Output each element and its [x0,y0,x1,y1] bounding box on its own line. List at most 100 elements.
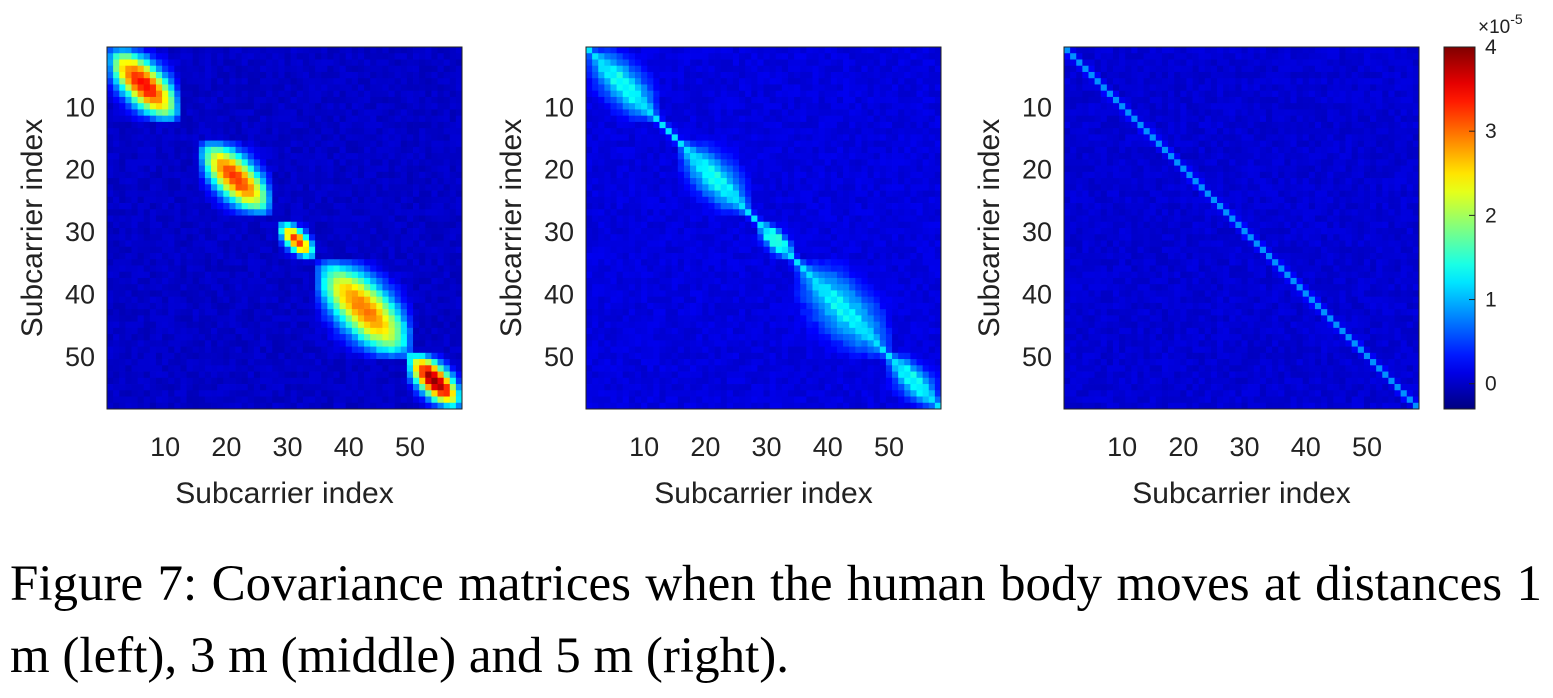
heatmap-cell [290,190,298,198]
heatmap-cell [751,146,758,154]
heatmap-cell [364,90,371,98]
heatmap-cell [327,184,334,191]
heatmap-cell [388,140,396,148]
heatmap-cell [333,377,340,385]
heatmap-cell [315,159,322,166]
heatmap-cell [333,259,340,266]
heatmap-cell [113,209,120,216]
heatmap-cell [155,115,163,123]
heatmap-cell [321,290,328,298]
heatmap-cell [345,209,353,216]
heatmap-cell [904,109,911,117]
heatmap-cell [836,196,844,204]
heatmap-cell [400,84,408,92]
heatmap-cell [266,321,273,329]
heatmap-cell [824,203,832,210]
heatmap-cell [327,302,334,310]
heatmap-cell [382,203,389,210]
heatmap-cell [794,165,801,173]
heatmap-cell [333,209,340,216]
heatmap-cell [732,103,740,110]
heatmap-cell [745,178,752,185]
heatmap-cell [898,178,905,185]
heatmap-cell [916,196,924,204]
heatmap-cell [345,327,353,335]
heatmap-cell [892,84,899,92]
heatmap-cell [892,134,899,142]
heatmap-cell [431,53,438,60]
heatmap-cell [345,390,353,397]
heatmap-cell [113,402,120,410]
heatmap-cell [726,209,734,216]
heatmap-cell [873,165,881,173]
heatmap-cell [653,190,660,198]
heatmap-cell [186,190,194,198]
heatmap-cell [143,71,151,79]
heatmap-cell [241,96,249,104]
heatmap-cell [751,115,758,123]
heatmap-cell [223,128,230,135]
heatmap-cell [867,196,875,204]
heatmap-cell [247,259,255,266]
heatmap-cell [333,165,340,173]
heatmap-cell [266,90,273,98]
heatmap-cell [137,327,145,335]
heatmap-cell [241,265,249,273]
heatmap-cell [278,90,285,98]
heatmap-cell [351,171,359,179]
heatmap-cell [284,115,292,123]
heatmap-cell [119,196,126,204]
heatmap-cell [290,352,298,360]
heatmap-cell [339,277,347,285]
heatmap-cell [824,84,832,92]
heatmap-cell [714,184,722,191]
heatmap-cell [186,215,194,223]
heatmap-cell [830,59,838,67]
heatmap-cell [431,128,438,135]
heatmap-cell [437,190,445,198]
heatmap-cell [720,134,728,142]
heatmap-cell [898,153,905,160]
heatmap-cell [849,184,856,191]
heatmap-cell [400,171,408,179]
heatmap-cell [922,53,930,60]
heatmap-cell [388,252,396,260]
heatmap-cell [229,178,236,185]
heatmap-cell [113,246,120,254]
heatmap-cell [217,103,224,110]
heatmap-cell [413,302,420,310]
heatmap-cell [272,146,279,154]
heatmap-cell [204,146,212,154]
heatmap-cell [296,377,304,385]
heatmap-cell [437,165,445,173]
heatmap-cell [107,178,114,185]
heatmap-cell [357,396,365,404]
heatmap-cell [928,65,936,73]
heatmap-cell [162,165,169,173]
heatmap-cell [315,146,322,154]
heatmap-cell [885,71,893,79]
heatmap-cell [671,196,679,204]
heatmap-cell [278,352,285,360]
heatmap-cell [149,290,157,298]
heatmap-cell [333,365,340,372]
heatmap-cell [818,153,826,160]
heatmap-cell [155,140,163,148]
heatmap-cell [198,84,206,92]
heatmap-cell [253,165,261,173]
heatmap-cell [388,352,396,360]
heatmap-cell [241,209,249,216]
heatmap-cell [388,134,396,142]
heatmap-cell [278,327,285,335]
heatmap-cell [351,184,359,191]
heatmap-cell [628,215,636,223]
heatmap-cell [302,59,310,67]
heatmap-cell [922,171,930,179]
heatmap-cell [296,402,304,410]
heatmap-cell [333,327,340,335]
heatmap-cell [113,128,120,135]
heatmap-cell [315,390,322,397]
heatmap-cell [315,209,322,216]
heatmap-cell [376,59,383,67]
x-axis-label: Subcarrier index [175,477,393,510]
